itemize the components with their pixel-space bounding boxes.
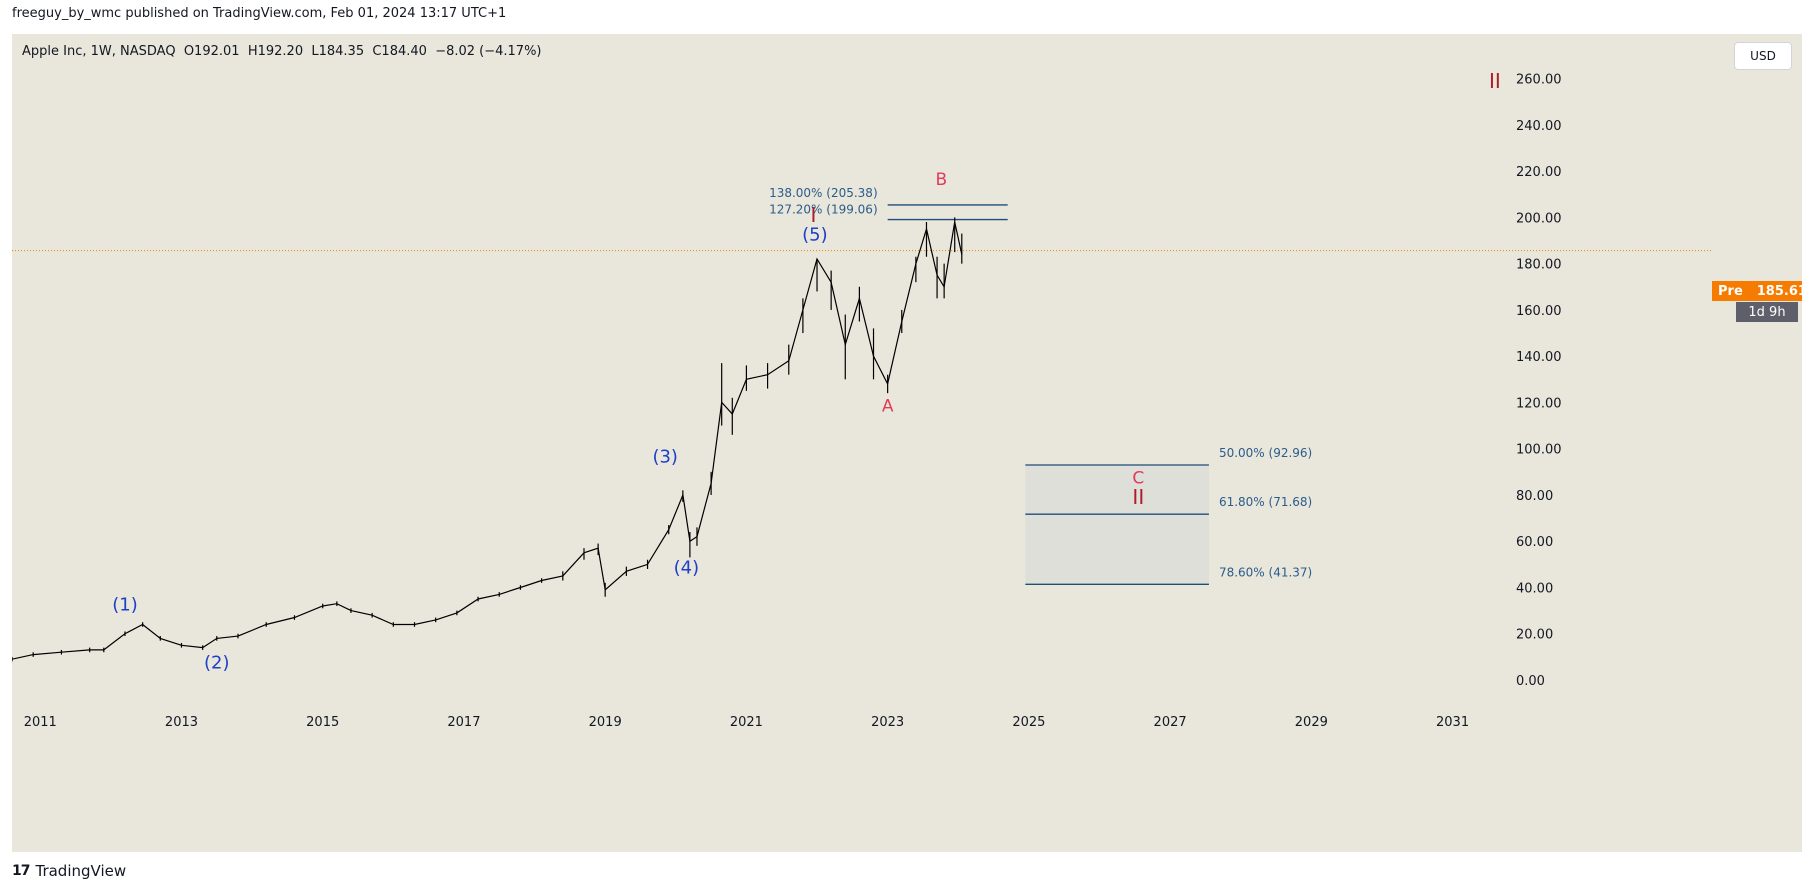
symbol-info: Apple Inc, 1W, NASDAQ O192.01 H192.20 L1… <box>22 44 542 59</box>
x-tick-label: 2011 <box>24 715 57 730</box>
ohlc-high: H192.20 <box>247 44 304 59</box>
ohlc-low: L184.35 <box>311 44 365 59</box>
premarket-label: Pre <box>1718 283 1743 299</box>
footer-brand[interactable]: 17 TradingView <box>12 862 126 880</box>
x-tick-label: 2025 <box>1012 715 1045 730</box>
y-tick-label: 140.00 <box>1516 350 1562 365</box>
fib-retracement-label: 50.00% (92.96) <box>1219 446 1312 460</box>
x-tick-label: 2013 <box>165 715 198 730</box>
x-tick-label: 2031 <box>1436 715 1469 730</box>
roman-wave-label: I <box>811 203 817 227</box>
y-tick-label: 80.00 <box>1516 489 1553 504</box>
price-change: −8.02 (−4.17%) <box>435 44 542 59</box>
corrective-wave-label: A <box>882 397 894 417</box>
price-chart[interactable]: 260.00 240.00 220.00 200.00 180.00 160.00 140.… <box>12 34 1802 852</box>
y-tick-label: 60.00 <box>1516 535 1553 550</box>
tradingview-logo-icon: 17 <box>12 863 31 879</box>
price-series-line <box>12 221 963 660</box>
wave-label: (2) <box>204 652 230 673</box>
x-tick-label: 2023 <box>871 715 904 730</box>
x-tick-label: 2027 <box>1154 715 1187 730</box>
fib-extension-label: 138.00% (205.38) <box>769 186 878 200</box>
y-tick-label: 0.00 <box>1516 674 1545 689</box>
y-tick-label: 20.00 <box>1516 628 1553 643</box>
ohlc-close: C184.40 <box>372 44 427 59</box>
roman-wave-label: II <box>1132 485 1144 509</box>
bar-countdown: 1d 9h <box>1736 302 1798 322</box>
premarket-badge: Pre 185.61 <box>1712 281 1807 301</box>
x-tick-label: 2021 <box>730 715 763 730</box>
y-tick-label: 160.00 <box>1516 304 1562 319</box>
fib-retracement-label: 78.60% (41.37) <box>1219 565 1312 579</box>
y-tick-label: 120.00 <box>1516 396 1562 411</box>
y-tick-label: 180.00 <box>1516 258 1562 273</box>
y-tick-label: 220.00 <box>1516 165 1562 180</box>
fib-retracement-label: 61.80% (71.68) <box>1219 495 1312 509</box>
corrective-wave-label: B <box>935 170 947 190</box>
brand-name: TradingView <box>35 862 127 880</box>
x-tick-label: 2019 <box>589 715 622 730</box>
y-tick-label: 260.00 <box>1516 73 1562 88</box>
chart-area[interactable]: Apple Inc, 1W, NASDAQ O192.01 H192.20 L1… <box>12 34 1807 852</box>
x-tick-label: 2029 <box>1295 715 1328 730</box>
y-tick-label: 100.00 <box>1516 443 1562 458</box>
y-tick-label: 200.00 <box>1516 211 1562 226</box>
ohlc-open: O192.01 <box>183 44 240 59</box>
premarket-price: 185.61 <box>1756 283 1807 299</box>
fib-retracement-zone <box>1025 464 1209 585</box>
wave-label: (5) <box>802 225 828 246</box>
fib-extension-label: 127.20% (199.06) <box>769 203 878 217</box>
symbol-name[interactable]: Apple Inc, 1W, NASDAQ <box>22 44 176 59</box>
x-tick-label: 2015 <box>306 715 339 730</box>
corrective-wave-label: C <box>1132 468 1144 488</box>
roman-wave-label: II <box>1489 69 1501 93</box>
wave-label: (4) <box>674 558 700 579</box>
y-tick-label: 40.00 <box>1516 581 1553 596</box>
wave-label: (1) <box>112 595 138 616</box>
publisher-header: freeguy_by_wmc published on TradingView.… <box>12 6 507 21</box>
x-tick-label: 2017 <box>447 715 480 730</box>
y-tick-label: 240.00 <box>1516 119 1562 134</box>
wave-label: (3) <box>652 447 678 468</box>
currency-button[interactable]: USD <box>1734 42 1792 70</box>
